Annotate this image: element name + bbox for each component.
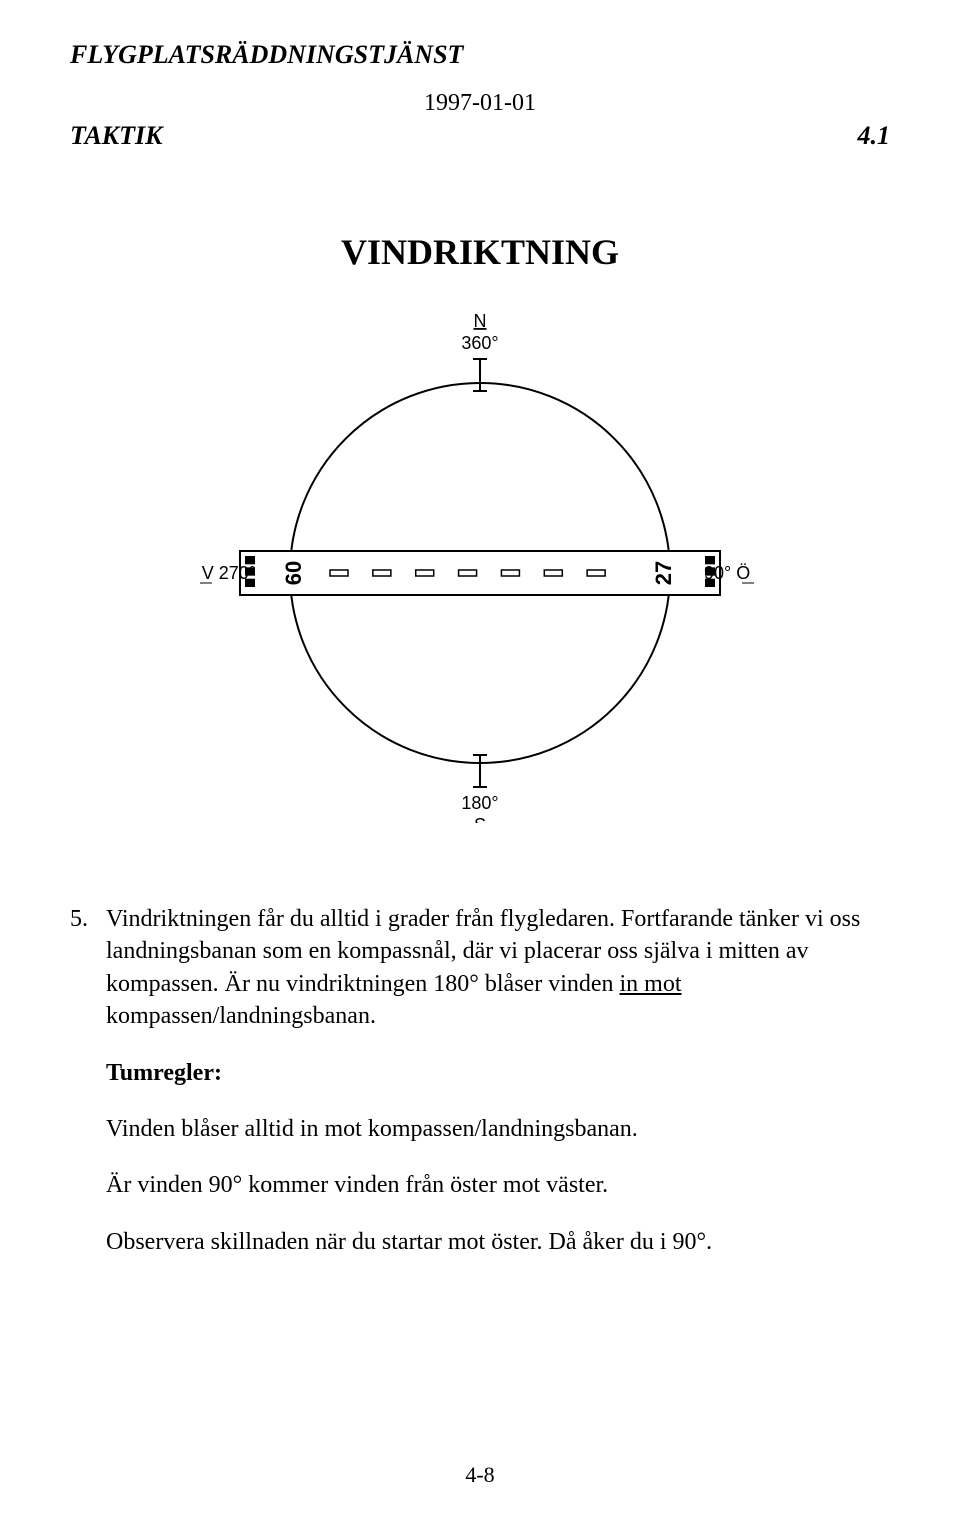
paragraph-2: Vinden blåser alltid in mot kompassen/la… (106, 1113, 890, 1145)
svg-text:S: S (474, 815, 486, 823)
svg-text:360°: 360° (461, 333, 498, 353)
document-title: FLYGPLATSRÄDDNINGSTJÄNST (70, 40, 463, 70)
paragraph-4: Observera skillnaden när du startar mot … (106, 1226, 890, 1258)
svg-text:V 270°: V 270° (202, 563, 256, 583)
svg-text:27: 27 (651, 561, 676, 585)
paragraph-1a: Vindriktningen får du alltid i grader fr… (106, 906, 860, 997)
paragraph-1-underlined: in mot (620, 971, 682, 997)
paragraph-3: Är vinden 90° kommer vinden från öster m… (106, 1169, 890, 1201)
svg-text:60: 60 (281, 561, 306, 585)
page-number: 4-8 (0, 1462, 960, 1488)
svg-text:90° Ö: 90° Ö (704, 563, 750, 583)
compass-diagram: 60 27 N360° 180° S V 270° 90° Ö (70, 303, 890, 823)
paragraph-1b: kompassen/landningsbanan. (106, 1003, 376, 1029)
svg-text:N: N (474, 311, 487, 331)
svg-text:180°: 180° (461, 793, 498, 813)
page-title: VINDRIKTNING (70, 231, 890, 273)
document-date: 1997-01-01 (70, 90, 890, 117)
list-number: 5. (70, 903, 106, 1033)
section-right: 4.1 (858, 121, 891, 151)
paragraph-1: 5. Vindriktningen får du alltid i grader… (70, 903, 890, 1033)
section-left: TAKTIK (70, 121, 162, 151)
rules-heading: Tumregler: (106, 1057, 890, 1089)
